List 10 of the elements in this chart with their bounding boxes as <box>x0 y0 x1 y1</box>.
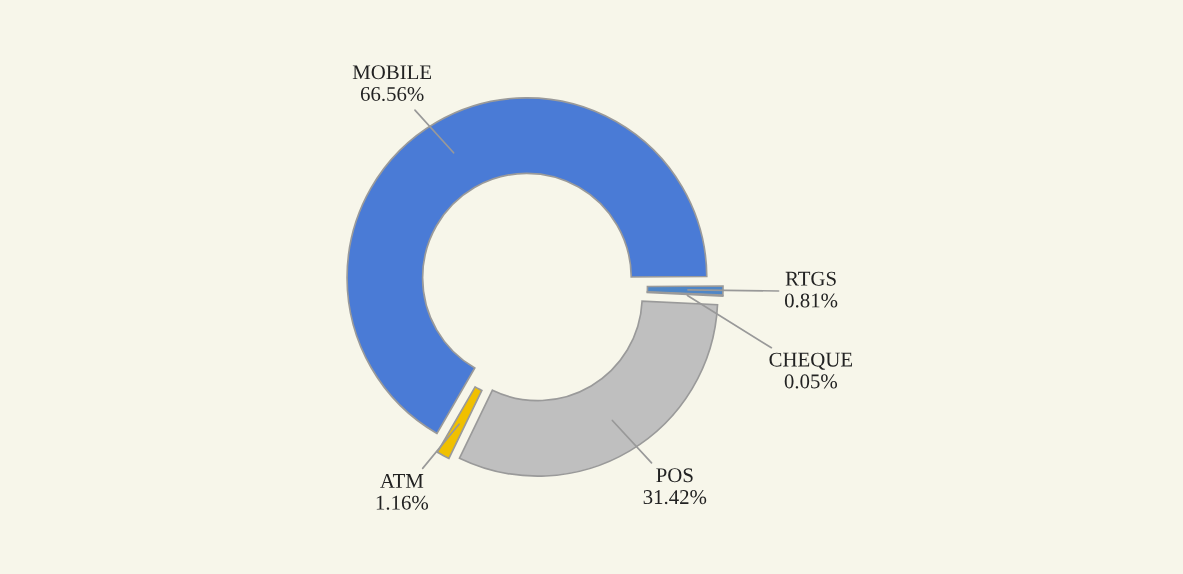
slice-label: CHEQUE <box>769 352 853 370</box>
data-label: 66.56% <box>360 86 424 102</box>
data-label: 0.81% <box>784 293 838 308</box>
slice-label: ATM <box>380 473 424 488</box>
data-label: 0.05% <box>784 374 838 389</box>
slice-label: POS <box>656 468 693 483</box>
slice-label: MOBILE <box>352 65 432 80</box>
slice-label: RTGS <box>785 271 836 286</box>
data-label: 31.42% <box>643 490 707 505</box>
data-label: 1.16% <box>376 495 429 510</box>
